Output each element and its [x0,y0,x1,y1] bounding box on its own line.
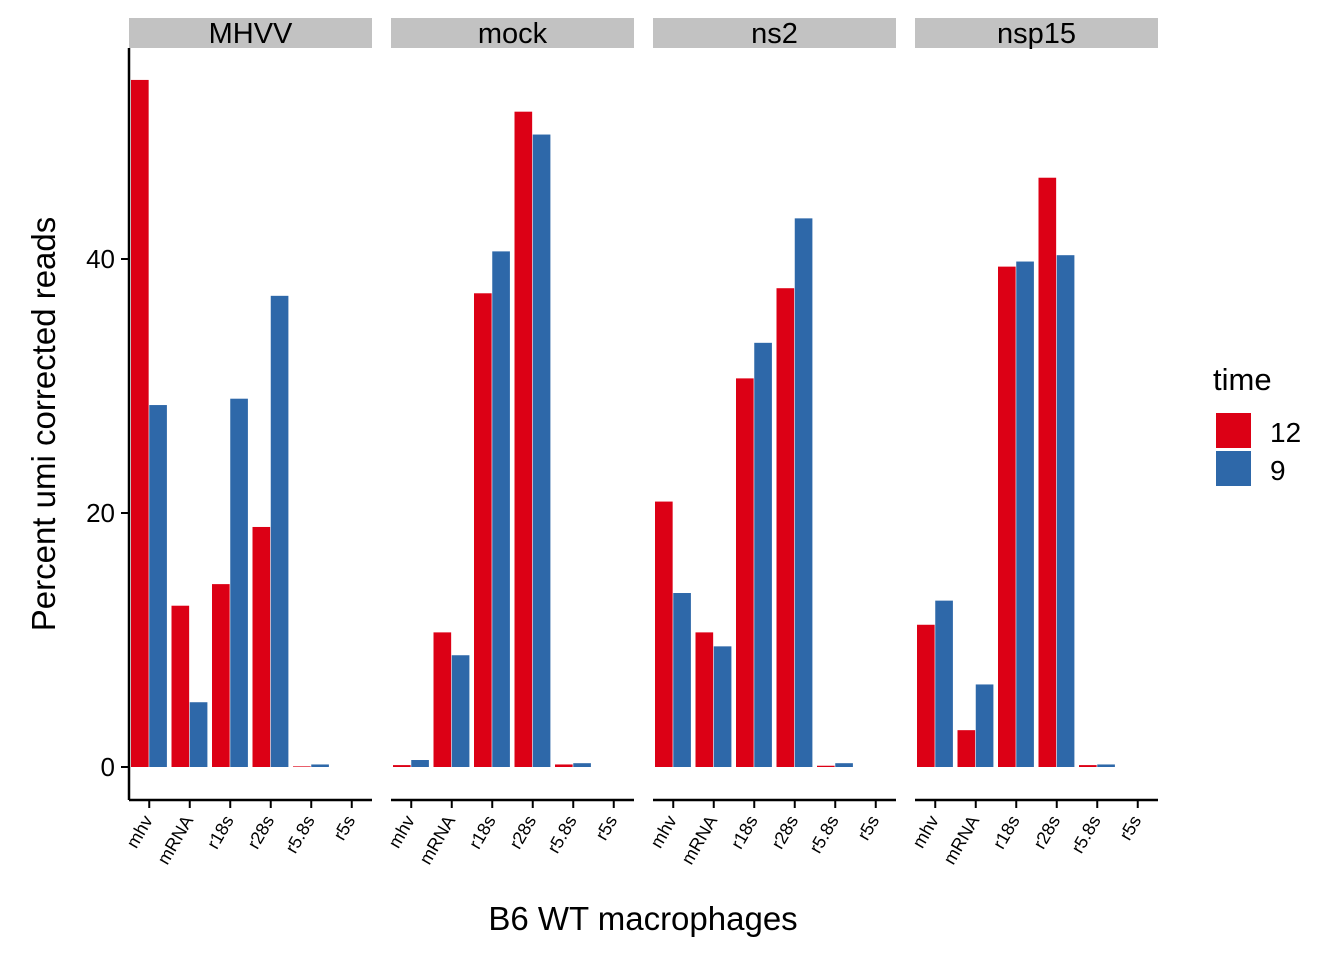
x-axis-title: B6 WT macrophages [488,900,797,937]
bar [673,593,691,767]
x-tick-label: r5s [591,812,621,844]
bar [1097,764,1115,767]
bar [171,605,190,767]
bar [1016,261,1034,767]
x-tick-label: r18s [465,812,500,852]
x-tick-label: r28s [505,812,540,852]
bar [474,293,492,767]
facet-strip-label: MHVV [209,18,293,50]
bar [1056,255,1075,767]
x-tick-label: mhv [384,812,418,851]
bar [736,378,754,767]
bar [514,111,533,768]
bar [835,763,853,767]
x-tick-label: r28s [767,812,802,852]
x-tick-label: r18s [203,812,238,852]
x-tick-label: mRNA [677,812,721,868]
x-tick-label: mhv [122,812,156,851]
bar [975,684,994,767]
y-tick-label: 0 [101,752,115,782]
x-tick-label: mhv [646,812,680,851]
x-tick-label: r18s [989,812,1024,852]
bar [957,730,976,767]
bar [935,600,953,767]
bar [998,266,1016,767]
bar [270,295,289,767]
legend-title: time [1213,362,1272,397]
x-tick-label: mhv [908,812,942,851]
bar [149,405,167,767]
legend-swatch-9 [1216,451,1251,486]
facet-strip [915,18,1158,48]
bar [817,765,835,767]
x-tick-label: r5.8s [805,812,842,857]
y-axis: 0 20 40 [86,48,131,800]
facet-strip-label: ns2 [751,18,798,50]
bar [492,251,510,767]
bar [695,632,714,767]
bar [1038,177,1057,768]
facet-strip [129,18,372,48]
bar [713,646,732,767]
bar [252,526,271,767]
bar [776,288,795,767]
bar [754,342,772,767]
x-tick-label: r28s [243,812,278,852]
bar [393,765,411,767]
x-tick-label: r5.8s [543,812,580,857]
bar [230,398,248,767]
bar [411,760,429,767]
bar [1079,765,1097,767]
x-tick-label: r5s [329,812,359,844]
y-axis-title: Percent umi corrected reads [25,217,62,632]
x-tick-label: mRNA [415,812,459,868]
x-tick-label: r28s [1029,812,1064,852]
bar [311,764,329,767]
bar [917,624,935,767]
x-tick-label: r5.8s [281,812,318,857]
x-tick-label: r5s [853,812,883,844]
x-tick-label: r5.8s [1067,812,1104,857]
bar [655,501,673,767]
x-tick-label: mRNA [153,812,197,868]
legend-swatch-12 [1216,413,1251,448]
x-tick-label: mRNA [939,812,983,868]
x-tick-label: r18s [727,812,762,852]
y-tick-label: 20 [86,498,115,528]
bar [573,763,591,767]
bar [189,702,208,767]
facet-strip [653,18,896,48]
bar [451,655,470,767]
bar [555,764,573,767]
bar [794,218,813,768]
legend: time 12 9 [1213,362,1301,486]
bar [131,79,149,768]
legend-label-12: 12 [1270,417,1301,448]
bar [433,632,452,767]
facet-strip-label: mock [478,18,548,50]
bar [212,584,230,767]
facet-strip-label: nsp15 [997,18,1076,50]
y-tick-label: 40 [86,244,115,274]
facet-strip [391,18,634,48]
legend-label-9: 9 [1270,455,1286,486]
bar [532,134,551,768]
bar [293,766,311,767]
x-tick-label: r5s [1115,812,1145,844]
